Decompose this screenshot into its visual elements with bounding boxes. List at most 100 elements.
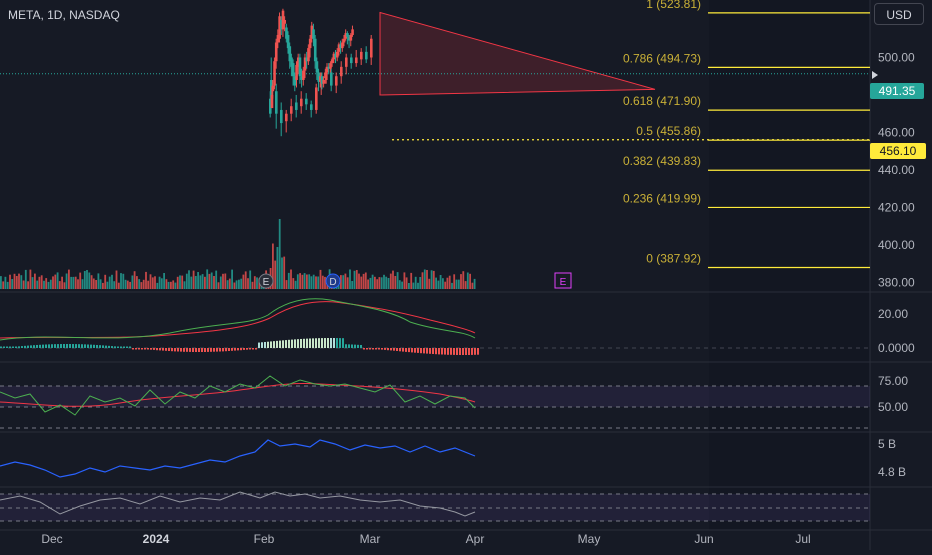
candle[interactable] [340, 61, 343, 84]
dividend-marker[interactable]: D [325, 273, 341, 289]
obv-pane[interactable]: 5 B 4.8 B [0, 437, 906, 479]
candle[interactable] [290, 98, 293, 122]
candle[interactable] [296, 53, 300, 75]
fibonacci-retracement[interactable]: 1 (523.81) 0.786 (494.73) 0.618 (471.90) 0.… [623, 0, 870, 269]
candle[interactable] [302, 66, 305, 86]
candle[interactable] [335, 72, 338, 94]
candle[interactable] [280, 16, 283, 35]
candle[interactable] [275, 83, 278, 129]
last-price-tag[interactable]: 491.35 [870, 71, 924, 99]
candle[interactable] [305, 93, 308, 110]
candle[interactable] [293, 72, 297, 92]
candle[interactable] [298, 53, 302, 84]
candle[interactable] [303, 53, 307, 79]
candle[interactable] [286, 31, 290, 54]
triangle-pattern-drawing[interactable] [379, 11, 656, 96]
candle[interactable] [342, 34, 346, 47]
volume-bar [457, 279, 460, 289]
candle[interactable] [307, 44, 310, 65]
candle[interactable] [315, 57, 319, 80]
volume-bar [86, 270, 88, 289]
candle[interactable] [300, 91, 303, 114]
volume-bar [426, 270, 428, 289]
candle[interactable] [370, 34, 373, 65]
candle[interactable] [334, 49, 337, 64]
candle[interactable] [274, 38, 278, 69]
candle[interactable] [285, 23, 288, 43]
candle[interactable] [290, 53, 293, 77]
candle[interactable] [346, 31, 349, 45]
candle[interactable] [355, 49, 358, 67]
candle[interactable] [295, 94, 298, 118]
candle[interactable] [344, 29, 348, 41]
candle[interactable] [276, 29, 280, 49]
candle[interactable] [269, 91, 272, 118]
candle[interactable] [319, 72, 322, 88]
candle[interactable] [360, 48, 363, 65]
candle[interactable] [273, 57, 276, 90]
candle[interactable] [310, 100, 313, 118]
candle[interactable] [350, 53, 353, 69]
candle[interactable] [280, 102, 283, 137]
candle[interactable] [322, 76, 326, 88]
candle[interactable] [351, 25, 354, 37]
candle[interactable] [271, 79, 275, 99]
symbol-legend[interactable]: META, 1D, NASDAQ [8, 8, 120, 22]
candle[interactable] [365, 46, 368, 64]
candle[interactable] [310, 21, 314, 43]
volume-bar [471, 282, 474, 289]
candle[interactable] [300, 68, 303, 88]
scroll-to-realtime-icon[interactable] [872, 71, 878, 79]
volume-bar [371, 274, 374, 289]
currency-button[interactable]: USD [874, 3, 924, 25]
candle[interactable] [291, 59, 295, 86]
oscillator-pane[interactable] [0, 491, 870, 522]
candle[interactable] [283, 16, 287, 32]
candle[interactable] [327, 63, 331, 75]
volume-bar [154, 276, 156, 289]
volume-bar [156, 282, 159, 289]
candle[interactable] [317, 68, 320, 92]
candle[interactable] [339, 40, 342, 54]
candle[interactable] [308, 34, 312, 58]
hline-price-tag[interactable]: 456.10 [870, 143, 926, 159]
earnings-marker-future[interactable]: E [554, 272, 572, 289]
candle[interactable] [347, 34, 351, 49]
volume-bar [417, 282, 419, 289]
candle[interactable] [332, 51, 336, 64]
candle[interactable] [315, 83, 318, 114]
candle[interactable] [313, 34, 317, 69]
candle[interactable] [295, 61, 298, 88]
candlestick-series[interactable] [269, 8, 373, 137]
candle[interactable] [281, 8, 285, 37]
macd-histogram-bar [240, 348, 242, 351]
earnings-marker-feb[interactable]: E [258, 273, 274, 289]
candle[interactable] [349, 33, 353, 47]
candle[interactable] [312, 23, 315, 47]
candle[interactable] [278, 12, 281, 43]
volume-bar [374, 276, 376, 289]
candle[interactable] [324, 68, 327, 84]
volume-bar [460, 274, 462, 289]
macd-pane[interactable]: 20.00 0.0000 [0, 298, 915, 355]
candle[interactable] [337, 42, 341, 56]
candle[interactable] [329, 61, 332, 73]
candle[interactable] [330, 68, 333, 92]
macd-histogram-bar [90, 344, 92, 349]
candle[interactable] [288, 42, 292, 69]
time-axis[interactable]: Dec 2024 Feb Mar Apr May Jun Jul [41, 532, 810, 546]
volume-bar [253, 276, 256, 289]
candle[interactable] [285, 109, 288, 133]
rsi-pane[interactable]: 75.00 50.00 [0, 374, 908, 429]
macd-histogram-bar [39, 344, 41, 348]
candle[interactable] [335, 48, 339, 62]
candle[interactable] [320, 72, 324, 90]
candle[interactable] [305, 51, 309, 69]
volume-bar [27, 281, 29, 289]
candle[interactable] [325, 63, 329, 79]
candle[interactable] [341, 38, 344, 52]
candle[interactable] [345, 53, 348, 75]
candle[interactable] [330, 57, 334, 67]
